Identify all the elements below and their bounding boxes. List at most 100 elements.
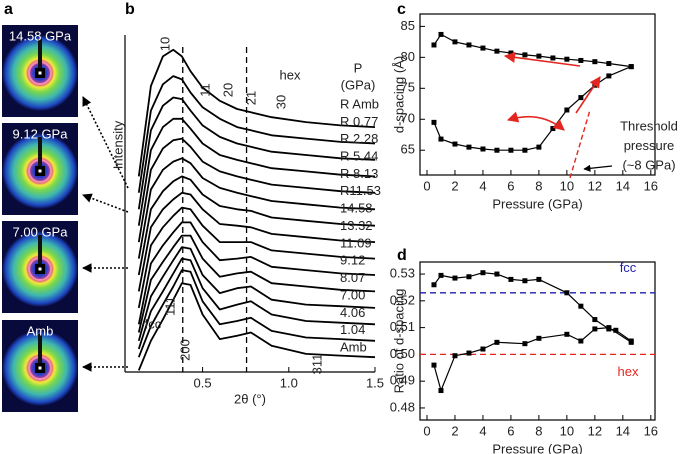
beam-dot [38,71,42,75]
saxs-image: 7.00 GPa [2,221,78,313]
series-line [137,246,376,342]
image-label: 9.12 GPa [13,126,69,141]
y-tick-label: 75 [401,80,415,95]
point [452,39,458,45]
point [564,331,570,337]
point [480,346,486,352]
y-tick-label: 0.50 [390,346,415,361]
point [494,339,500,345]
point [431,119,437,125]
series-label: 11.09 [340,235,372,250]
point [522,341,528,347]
y-tick-label: 65 [401,142,415,157]
point [564,107,570,113]
y-tick-label: 0.48 [390,399,415,414]
point [522,52,528,58]
x-tick-label: 16 [644,178,658,193]
y-tick-label: 70 [401,111,415,126]
trend-arrow [503,51,581,67]
peak-label: 21 [243,91,258,105]
panel-letter: c [397,1,406,18]
point [438,272,444,278]
point [508,147,514,153]
series-label: R Amb [340,96,379,111]
beam-dot [38,267,42,271]
beam-dot [38,169,42,173]
series-line [137,137,376,243]
point [431,362,437,368]
x-tick-label: 14 [616,423,630,438]
series-line [137,175,376,276]
y-tick-label: 85 [401,18,415,33]
y-tick-label: 0.53 [390,265,415,280]
series-line [433,272,632,342]
x-tick-label: 1.0 [280,375,298,390]
series-line [137,191,376,292]
y-axis-label: Ratio of d-spacing [391,289,406,394]
saxs-image: Amb [2,320,78,412]
series-label: 8.07 [340,270,365,285]
series-line [433,33,632,68]
point [606,73,612,79]
point [592,326,598,332]
series-line [433,66,632,151]
series-line [137,75,376,193]
series-line [137,221,376,325]
point [564,56,570,62]
series-line [137,282,376,371]
x-tick-label: 1.5 [366,375,384,390]
axes-frame [419,261,656,421]
point [536,53,542,59]
x-tick-label: 8 [535,178,542,193]
reference-label: fcc [620,260,637,275]
point [508,276,514,282]
point [628,339,634,345]
series-label: 4.06 [340,305,365,320]
point [480,45,486,51]
peak-label: 30 [273,95,288,109]
x-tick-label: 0 [423,178,430,193]
beam-dot [38,366,42,370]
x-tick-label: 12 [588,423,602,438]
point [628,64,634,70]
x-tick-label: 16 [644,423,658,438]
reference-label: hex [618,364,639,379]
y-axis-label: d-spacing (Å) [391,56,406,133]
point [452,275,458,281]
point [508,50,514,56]
x-tick-label: 0 [423,423,430,438]
series-label: R 8.13 [340,166,378,181]
series-label: 9.12 [340,253,365,268]
panel-letter: b [125,1,135,18]
point [536,144,542,150]
point [452,353,458,359]
x-axis-label: Pressure (GPa) [492,441,582,454]
series-line [433,327,632,392]
point [494,48,500,54]
x-tick-label: 4 [479,423,486,438]
point [431,42,437,48]
x-axis-label: 2θ (°) [234,391,266,406]
annotation: Threshold [620,118,678,133]
peak-label: 111 [162,296,177,316]
image-label: 7.00 GPa [13,224,69,239]
x-tick-label: 2 [451,178,458,193]
x-tick-label: 14 [616,178,630,193]
trend-arrow [575,76,601,114]
annotation: pressure [624,138,675,153]
y-axis-label: Intensity [110,120,125,169]
x-tick-label: 0.5 [194,375,212,390]
pointer-arrow [583,164,613,172]
series-label: 14.58 [340,201,373,216]
y-tick-label: 0.52 [390,292,415,307]
x-tick-label: 10 [560,178,574,193]
axes-frame [419,13,656,176]
peak-label: 200 [177,339,192,361]
point [480,146,486,152]
point [438,388,444,394]
point [438,31,444,37]
point [606,61,612,67]
series-label: R11.53 [340,183,381,198]
series-label: R 5.44 [340,149,378,164]
